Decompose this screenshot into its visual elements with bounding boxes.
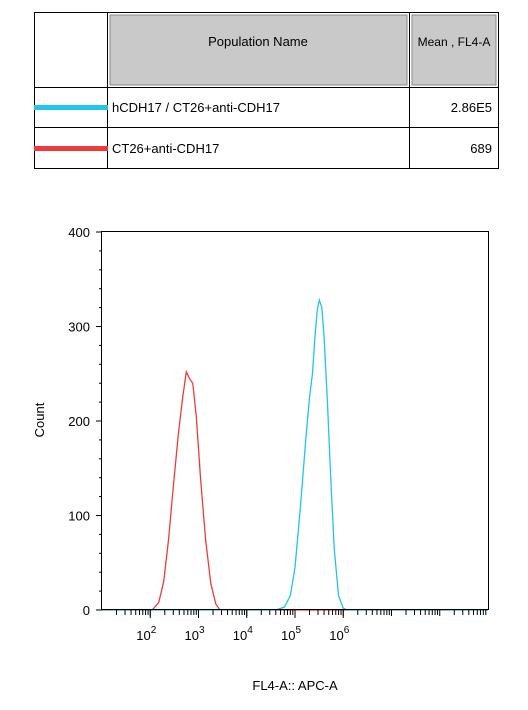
y-tick-label: 300 [68,320,90,335]
y-tick-label: 100 [68,509,90,524]
header-value-shade [411,14,497,86]
legend-table: Population Name Mean , FL4-A hCDH17 / CT… [34,12,499,169]
mean-value: 2.86E5 [451,100,492,115]
y-tick-label: 400 [68,225,90,240]
header-population-name: Population Name [208,34,308,49]
x-tick-label: 105 [281,625,301,643]
x-tick-label: 104 [233,625,253,643]
header-name-shade [109,14,408,86]
histogram-chart: 0 100 200 300 400 102 103 104 105 106 Count FL4-A… [32,225,489,693]
y-axis-label: Count [32,402,47,437]
header-mean-fl4a: Mean , FL4-A [418,35,491,49]
population-name: CT26+anti-CDH17 [112,141,219,156]
population-name: hCDH17 / CT26+anti-CDH17 [112,100,280,115]
y-tick-label: 0 [83,603,90,618]
x-axis-label: FL4-A:: APC-A [252,678,338,693]
header-empty-cell [34,12,108,88]
mean-value: 689 [470,141,492,156]
x-tick-label: 106 [329,625,349,643]
x-tick-label: 102 [136,625,156,643]
series-line-hcdh17-ct26-anti-cdh17 [102,297,488,611]
plot-frame [101,231,489,610]
y-tick-label: 200 [68,414,90,429]
x-tick-label: 103 [184,625,204,643]
series-line-ct26-anti-cdh17 [102,369,488,611]
